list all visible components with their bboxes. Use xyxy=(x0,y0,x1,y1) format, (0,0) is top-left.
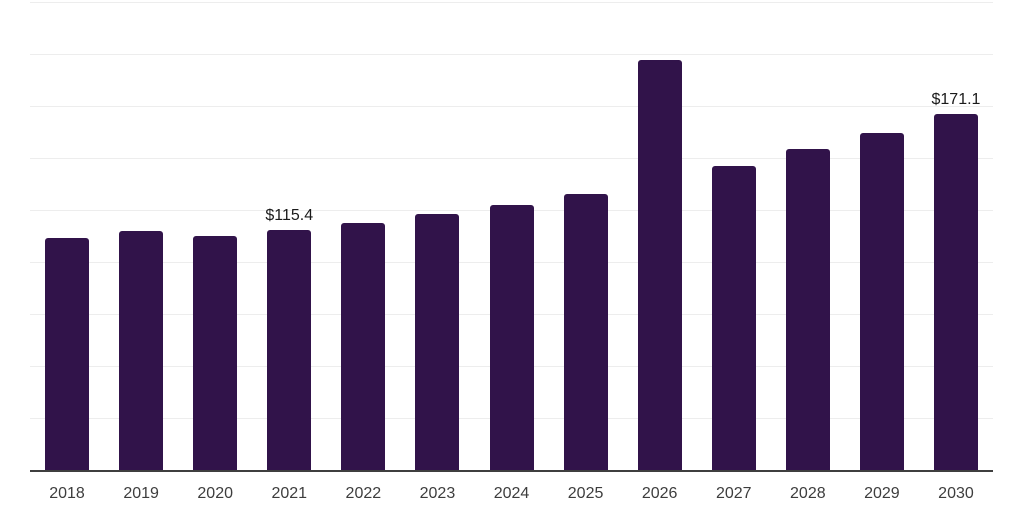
bar-slot-2030: $171.1 xyxy=(919,2,993,470)
bars-container: $115.4 $171.1 xyxy=(30,2,993,470)
bar-slot-2025 xyxy=(549,2,623,470)
bar-2023 xyxy=(415,214,460,470)
bar-2019 xyxy=(119,231,164,470)
x-tick-label-2020: 2020 xyxy=(197,485,233,502)
bar-value-label-2021: $115.4 xyxy=(265,206,314,224)
bar-slot-2029 xyxy=(845,2,919,470)
bar-2021 xyxy=(267,229,312,470)
bar-2025 xyxy=(563,194,608,470)
gridline xyxy=(30,2,993,3)
x-tick-label-2028: 2028 xyxy=(790,485,826,502)
bar-2027 xyxy=(711,166,756,470)
bar-slot-2018 xyxy=(30,2,104,470)
x-axis-labels: 2018 2019 2020 2021 2022 2023 2024 2025 2026 2027… xyxy=(30,472,993,502)
bar-slot-2027 xyxy=(697,2,771,470)
x-tick-label-2027: 2027 xyxy=(715,485,752,502)
x-tick-label-2018: 2018 xyxy=(49,485,85,502)
bar-slot-2020 xyxy=(178,2,252,470)
x-tick-label-2019: 2019 xyxy=(123,485,159,502)
bar-value-label-2030: $171.1 xyxy=(931,91,981,109)
bar-slot-2021: $115.4 xyxy=(252,2,326,470)
x-tick-label-2029: 2029 xyxy=(864,485,900,502)
x-tick-label-2024: 2024 xyxy=(493,485,530,502)
bar-2026 xyxy=(637,60,682,470)
bar-2029 xyxy=(859,133,904,470)
plot-area: $115.4 $171.1 xyxy=(30,2,993,470)
bar-2024 xyxy=(489,205,534,470)
bar-slot-2026 xyxy=(623,2,697,470)
bar-2020 xyxy=(193,236,238,470)
bar-slot-2023 xyxy=(400,2,474,470)
x-tick-label-2022: 2022 xyxy=(345,485,382,502)
x-tick-label-2021: 2021 xyxy=(271,485,308,502)
gridline xyxy=(30,54,993,55)
bar-2018 xyxy=(45,238,90,470)
bar-2022 xyxy=(341,223,386,470)
bar-slot-2028 xyxy=(771,2,845,470)
bar-2028 xyxy=(785,149,830,470)
x-axis-line xyxy=(30,470,993,472)
bar-slot-2024 xyxy=(474,2,548,470)
x-tick-label-2023: 2023 xyxy=(419,485,456,502)
x-tick-label-2026: 2026 xyxy=(641,485,678,502)
gridline xyxy=(30,158,993,159)
x-tick-label-2025: 2025 xyxy=(567,485,604,502)
bar-slot-2022 xyxy=(326,2,400,470)
bar-slot-2019 xyxy=(104,2,178,470)
gridline xyxy=(30,106,993,107)
x-tick-label-2030: 2030 xyxy=(938,485,974,502)
bar-2030 xyxy=(933,114,978,470)
